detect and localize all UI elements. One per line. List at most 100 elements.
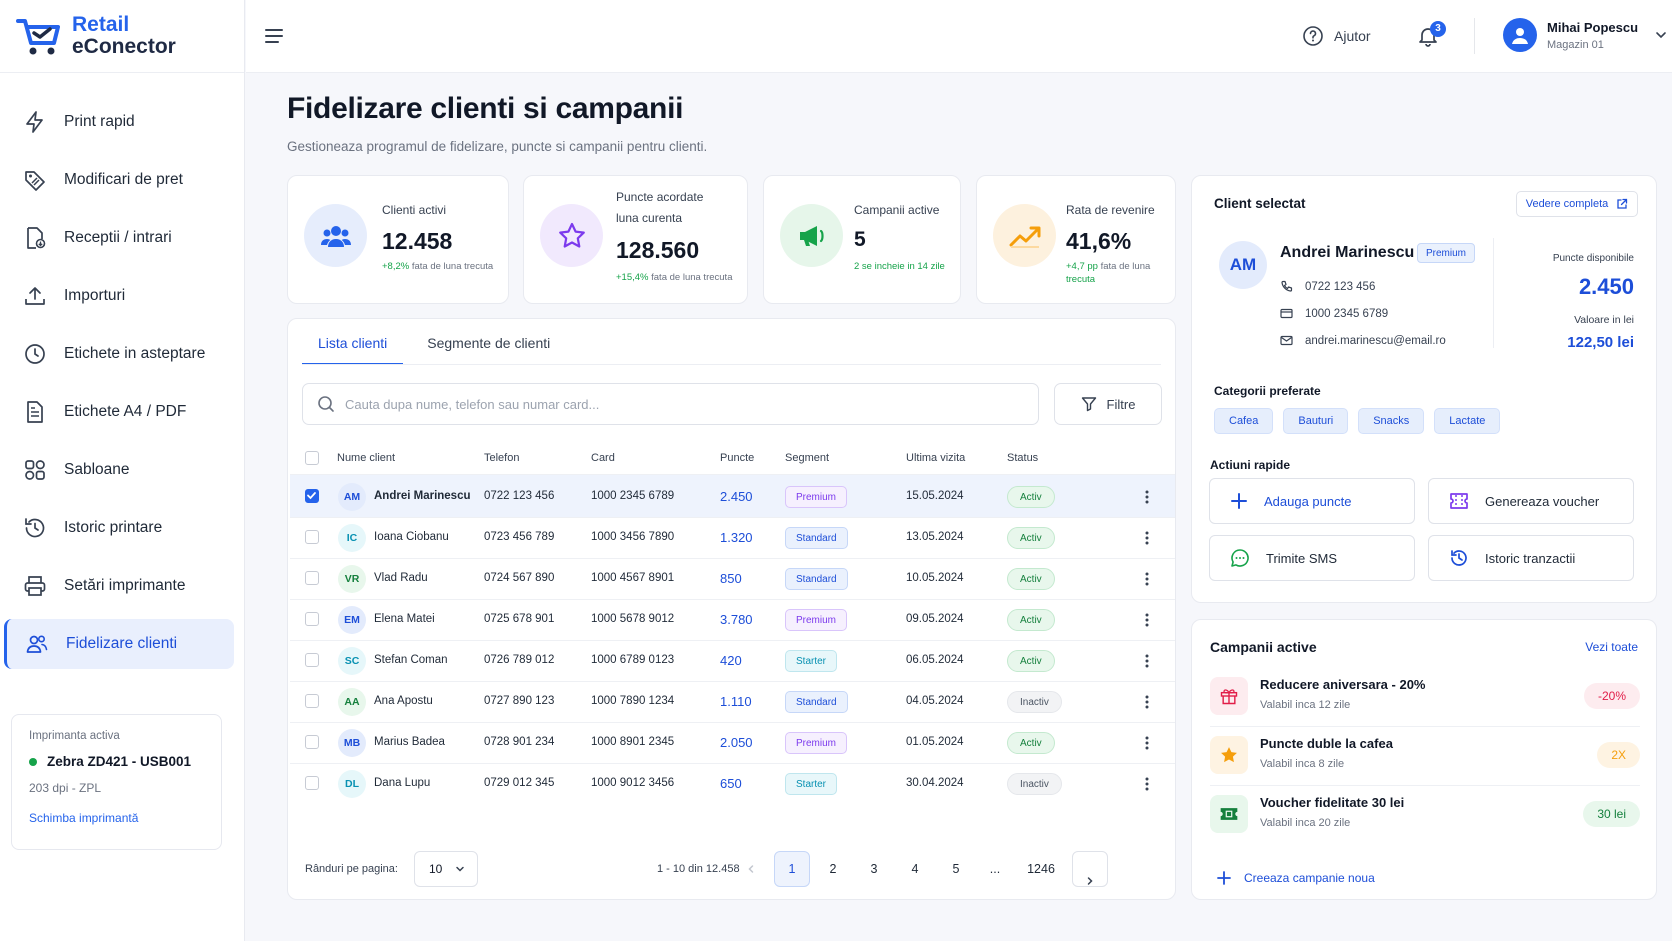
sidebar-item-label: Modificari de pret bbox=[64, 171, 183, 188]
sidebar-item-istoric-printare[interactable]: Istoric printare bbox=[4, 503, 234, 553]
next-page-button[interactable] bbox=[1072, 851, 1108, 887]
full-view-button[interactable]: Vedere completa bbox=[1516, 191, 1638, 217]
sidebar-item-set-ri-imprimante[interactable]: Setări imprimante bbox=[4, 561, 234, 611]
ticket-icon bbox=[1210, 795, 1248, 833]
row-checkbox[interactable] bbox=[305, 694, 319, 708]
row-checkbox[interactable] bbox=[305, 776, 319, 790]
page-button[interactable]: 2 bbox=[829, 862, 837, 876]
row-actions-button[interactable] bbox=[1144, 489, 1150, 505]
table-row[interactable]: MB Marius Badea 0728 901 234 1000 8901 2345… bbox=[290, 722, 1175, 763]
table-row[interactable]: EM Elena Matei 0725 678 901 1000 5678 9012 3… bbox=[290, 599, 1175, 640]
stat-value: 41,6% bbox=[1066, 228, 1132, 254]
menu-toggle-button[interactable] bbox=[262, 24, 286, 48]
user-menu[interactable]: Mihai Popescu Magazin 01 bbox=[1503, 18, 1668, 52]
sidebar-item-importuri[interactable]: Importuri bbox=[4, 271, 234, 321]
row-actions-button[interactable] bbox=[1144, 571, 1150, 587]
page-button[interactable]: 3 bbox=[870, 862, 878, 876]
sidebar-item-label: Importuri bbox=[64, 287, 126, 304]
sidebar-item-fidelizare-clienti[interactable]: Fidelizare clienti bbox=[4, 619, 234, 669]
campaign-item[interactable]: Reducere aniversara - 20% Valabil inca 12… bbox=[1210, 675, 1640, 723]
phone-cell: 0722 123 456 bbox=[484, 490, 555, 502]
selected-client-title: Client selectat bbox=[1214, 196, 1306, 211]
create-campaign-button[interactable]: Creeaza campanie noua bbox=[1216, 870, 1375, 886]
row-actions-button[interactable] bbox=[1144, 735, 1150, 751]
row-actions-button[interactable] bbox=[1144, 612, 1150, 628]
search-box[interactable] bbox=[302, 383, 1039, 425]
campaign-item[interactable]: Puncte duble la cafea Valabil inca 8 zile… bbox=[1210, 734, 1640, 782]
table-row[interactable]: IC Ioana Ciobanu 0723 456 789 1000 3456 789… bbox=[290, 517, 1175, 558]
sidebar-item-receptii-intrari[interactable]: Receptii / intrari bbox=[4, 213, 234, 263]
change-printer-link[interactable]: Schimba imprimantă bbox=[29, 811, 139, 825]
sidebar-item-label: Fidelizare clienti bbox=[66, 635, 178, 652]
category-chips: Cafea Bauturi Snacks Lactate bbox=[1214, 408, 1510, 434]
card-cell: 1000 6789 0123 bbox=[591, 654, 675, 666]
card-cell: 1000 7890 1234 bbox=[591, 695, 675, 707]
prev-page-button[interactable] bbox=[733, 851, 769, 887]
stat-change: +15,4% fata de luna trecuta bbox=[616, 272, 733, 283]
row-actions-button[interactable] bbox=[1144, 694, 1150, 710]
sidebar-item-sabloane[interactable]: Sabloane bbox=[4, 445, 234, 495]
campaigns-title: Campanii active bbox=[1210, 639, 1317, 655]
help-button[interactable]: Ajutor bbox=[1302, 25, 1371, 47]
sidebar-item-etichete-a4-pdf[interactable]: Etichete A4 / PDF bbox=[4, 387, 234, 437]
send-sms-button[interactable]: Trimite SMS bbox=[1209, 535, 1415, 581]
sidebar-item-modificari-de-pret[interactable]: Modificari de pret bbox=[4, 155, 234, 205]
row-checkbox[interactable] bbox=[305, 489, 319, 503]
table-row[interactable]: DL Dana Lupu 0729 012 345 1000 9012 3456 650… bbox=[290, 763, 1175, 804]
campaign-divider bbox=[1210, 726, 1640, 727]
table-row[interactable]: AM Andrei Marinescu 0722 123 456 1000 2345 … bbox=[290, 474, 1175, 518]
transaction-history-button[interactable]: Istoric tranzactii bbox=[1428, 535, 1634, 581]
rows-per-page-select[interactable]: 10 bbox=[414, 851, 478, 887]
category-chip[interactable]: Bauturi bbox=[1283, 408, 1349, 434]
campaign-badge: 30 lei bbox=[1583, 801, 1640, 827]
sidebar-item-print-rapid[interactable]: Print rapid bbox=[4, 97, 234, 147]
col-segment: Segment bbox=[785, 452, 830, 464]
col-status: Status bbox=[1007, 452, 1039, 464]
table-row[interactable]: VR Vlad Radu 0724 567 890 1000 4567 8901 850… bbox=[290, 558, 1175, 599]
page-button[interactable]: 5 bbox=[952, 862, 960, 876]
kebab-menu-icon bbox=[1145, 572, 1149, 586]
tab-client-list[interactable]: Lista clienti bbox=[302, 319, 404, 365]
filter-button[interactable]: Filtre bbox=[1054, 383, 1162, 425]
help-label: Ajutor bbox=[1334, 28, 1371, 44]
points-cell: 420 bbox=[720, 653, 742, 668]
tabs-divider bbox=[302, 364, 1161, 365]
page-button[interactable]: 1 bbox=[774, 851, 810, 887]
add-points-button[interactable]: Adauga puncte bbox=[1209, 478, 1415, 524]
chevron-right-icon bbox=[1087, 877, 1093, 885]
status-badge: Activ bbox=[1007, 486, 1055, 508]
tab-client-segments[interactable]: Segmente de clienti bbox=[427, 335, 551, 351]
campaign-badge: -20% bbox=[1583, 683, 1640, 709]
row-checkbox[interactable] bbox=[305, 571, 319, 585]
campaign-item[interactable]: Voucher fidelitate 30 lei Valabil inca 20… bbox=[1210, 793, 1640, 841]
row-checkbox[interactable] bbox=[305, 735, 319, 749]
stat-label: Rata de revenire bbox=[1066, 203, 1155, 217]
row-checkbox[interactable] bbox=[305, 653, 319, 667]
app-logo[interactable]: Retail eConector bbox=[0, 0, 244, 73]
row-actions-button[interactable] bbox=[1144, 776, 1150, 792]
page-button[interactable]: 1246 bbox=[1027, 862, 1055, 876]
row-actions-button[interactable] bbox=[1144, 653, 1150, 669]
select-all-checkbox[interactable] bbox=[305, 451, 319, 465]
category-chip[interactable]: Cafea bbox=[1214, 408, 1274, 434]
table-row[interactable]: SC Stefan Coman 0726 789 012 1000 6789 0123… bbox=[290, 640, 1175, 681]
row-checkbox[interactable] bbox=[305, 612, 319, 626]
notifications-button[interactable]: 3 bbox=[1416, 21, 1446, 48]
stat-label: Puncte acordate luna curenta bbox=[616, 190, 704, 225]
table-row[interactable]: AA Ana Apostu 0727 890 123 1000 7890 1234 1.… bbox=[290, 681, 1175, 722]
search-input[interactable] bbox=[345, 396, 985, 412]
sidebar-item-label: Istoric printare bbox=[64, 519, 163, 536]
campaign-name: Reducere aniversara - 20% bbox=[1260, 677, 1426, 692]
phone-cell: 0726 789 012 bbox=[484, 654, 555, 666]
generate-voucher-button[interactable]: Genereaza voucher bbox=[1428, 478, 1634, 524]
category-chip[interactable]: Snacks bbox=[1358, 408, 1425, 434]
category-chip[interactable]: Lactate bbox=[1434, 408, 1501, 434]
row-checkbox[interactable] bbox=[305, 530, 319, 544]
sidebar-item-etichete-in-asteptare[interactable]: Etichete in asteptare bbox=[4, 329, 234, 379]
voucher-icon bbox=[1450, 493, 1468, 509]
page-button[interactable]: 4 bbox=[911, 862, 919, 876]
col-name: Nume client bbox=[337, 452, 396, 464]
see-all-campaigns-link[interactable]: Vezi toate bbox=[1585, 640, 1638, 654]
upload-icon bbox=[22, 283, 48, 309]
row-actions-button[interactable] bbox=[1144, 530, 1150, 546]
